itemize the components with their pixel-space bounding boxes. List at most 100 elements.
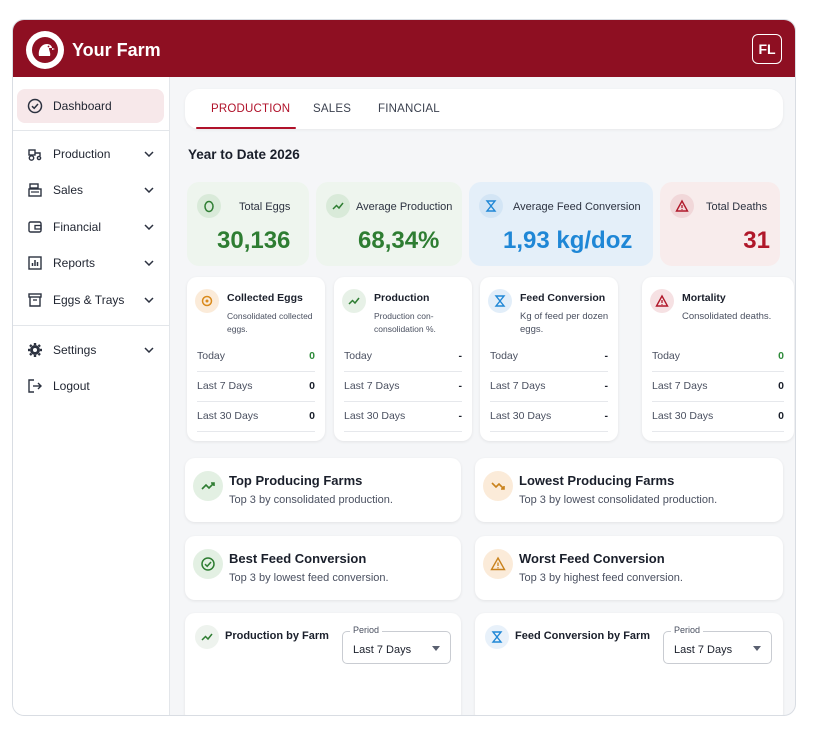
stat-title: Feed Conversion [520, 292, 606, 304]
stat-subtitle: Consolidated deaths. [682, 311, 772, 322]
stat-row-value: - [458, 380, 463, 392]
hourglass-icon [488, 289, 512, 313]
stat-row-label: Today [652, 350, 681, 362]
chevron-down-icon [142, 224, 156, 230]
stat-card-feed-conversion: Feed Conversion Kg of feed per dozen egg… [480, 277, 618, 441]
divider [490, 401, 608, 402]
stat-row-value: 0 [309, 380, 315, 392]
sidebar: Dashboard Production Sales Financial [13, 77, 170, 715]
user-avatar[interactable]: FL [752, 34, 782, 64]
divider [344, 401, 462, 402]
sidebar-item-label: Logout [53, 379, 90, 393]
sidebar-item-logout[interactable]: Logout [17, 369, 164, 403]
hourglass-icon [479, 194, 503, 218]
period-select[interactable]: Period Last 7 Days [663, 625, 772, 664]
sidebar-item-label: Eggs & Trays [53, 293, 125, 307]
tractor-icon [27, 146, 43, 162]
card-title: Best Feed Conversion [229, 551, 367, 566]
kpi-average-production: Average Production 68,34% [316, 182, 462, 266]
app-window: Your Farm FL Dashboard Production Sales [12, 19, 796, 716]
wallet-icon [27, 219, 43, 235]
sidebar-item-dashboard[interactable]: Dashboard [17, 89, 164, 123]
stat-row-last-7-days: Last 7 Days 0 [652, 371, 784, 401]
register-icon [27, 182, 43, 198]
tab-financial[interactable]: FINANCIAL [378, 103, 440, 115]
stat-subtitle: Consolidated collected eggs. [227, 311, 313, 334]
sidebar-item-eggs-trays[interactable]: Eggs & Trays [17, 283, 164, 317]
stat-subtitle: Kg of feed per dozen eggs. [520, 311, 609, 335]
caret-down-icon [753, 646, 761, 651]
stat-row-today: Today - [344, 341, 462, 371]
period-select[interactable]: Period Last 7 Days [342, 625, 451, 664]
tab-bar: PRODUCTION SALES FINANCIAL [185, 89, 783, 129]
farm-logo-icon[interactable] [26, 31, 64, 69]
check-circle-icon [27, 98, 43, 114]
chart-title: Feed Conversion by Farm [515, 630, 651, 642]
stat-card-collected-eggs: Collected Eggs Consolidated collected eg… [187, 277, 325, 441]
stat-row-last-7-days: Last 7 Days 0 [197, 371, 315, 401]
trend-up-icon [193, 471, 223, 501]
stat-row-last-30-days: Last 30 Days 0 [197, 401, 315, 431]
period-value: Last 7 Days [353, 644, 412, 656]
chart-title: Production by Farm [225, 630, 329, 642]
card-lowest-producing-farms[interactable]: Lowest Producing Farms Top 3 by lowest c… [475, 458, 783, 522]
kpi-value: 31 [743, 227, 770, 254]
chart-card-production-by-farm: Production by Farm Period Last 7 Days [185, 613, 461, 715]
page-title: Year to Date 2026 [188, 147, 300, 162]
stat-card-production: Production Production con-consolidation … [334, 277, 472, 441]
card-top-producing-farms[interactable]: Top Producing Farms Top 3 by consolidate… [185, 458, 461, 522]
egg-icon [197, 194, 221, 218]
card-worst-feed-conversion[interactable]: Worst Feed Conversion Top 3 by highest f… [475, 536, 783, 600]
sidebar-item-sales[interactable]: Sales [17, 173, 164, 207]
stat-row-label: Today [344, 350, 373, 362]
tab-sales[interactable]: SALES [313, 103, 352, 115]
divider [652, 401, 784, 402]
kpi-value: 1,93 kg/doz [503, 227, 633, 254]
period-label: Period [671, 625, 704, 635]
stat-row-last-30-days: Last 30 Days - [490, 401, 608, 431]
sidebar-item-label: Dashboard [53, 99, 112, 113]
sidebar-item-label: Production [53, 147, 111, 161]
divider [197, 401, 315, 402]
divider [197, 431, 315, 432]
chevron-down-icon [142, 151, 156, 157]
egg-icon [195, 289, 219, 313]
divider [652, 371, 784, 372]
stat-row-value: 0 [309, 410, 315, 422]
warning-icon [483, 549, 513, 579]
stat-row-label: Last 30 Days [490, 410, 552, 422]
stat-row-last-30-days: Last 30 Days 0 [652, 401, 784, 431]
sidebar-item-label: Reports [53, 256, 96, 270]
stat-row-last-7-days: Last 7 Days - [344, 371, 462, 401]
stat-row-value: 0 [778, 350, 784, 362]
stat-card-mortality: Mortality Consolidated deaths. Today 0 La… [642, 277, 794, 441]
sidebar-item-financial[interactable]: Financial [17, 210, 164, 244]
stat-row-value: - [604, 380, 609, 392]
stat-row-label: Last 30 Days [652, 410, 714, 422]
kpi-total-eggs: Total Eggs 30,136 [187, 182, 309, 266]
sidebar-item-label: Settings [53, 343, 97, 357]
divider [490, 371, 608, 372]
stat-row-label: Last 7 Days [490, 380, 546, 392]
tab-production[interactable]: PRODUCTION [211, 103, 291, 115]
sidebar-item-production[interactable]: Production [17, 137, 164, 171]
chevron-down-icon [142, 187, 156, 193]
chevron-down-icon [142, 297, 156, 303]
stat-row-value: 0 [778, 380, 784, 392]
sidebar-item-settings[interactable]: Settings [17, 333, 164, 367]
active-tab-indicator [196, 127, 296, 129]
sidebar-item-reports[interactable]: Reports [17, 246, 164, 280]
trend-up-icon [326, 194, 350, 218]
card-best-feed-conversion[interactable]: Best Feed Conversion Top 3 by lowest fee… [185, 536, 461, 600]
card-subtitle: Top 3 by lowest feed conversion. [229, 572, 389, 584]
card-subtitle: Top 3 by consolidated production. [229, 494, 393, 506]
stat-row-label: Today [197, 350, 226, 362]
stat-row-label: Last 7 Days [652, 380, 708, 392]
stat-row-label: Last 30 Days [197, 410, 259, 422]
divider [197, 371, 315, 372]
top-bar: Your Farm FL [13, 20, 795, 77]
stat-row-today: Today - [490, 341, 608, 371]
trend-down-icon [483, 471, 513, 501]
kpi-average-feed-conversion: Average Feed Conversion 1,93 kg/doz [469, 182, 653, 266]
card-title: Lowest Producing Farms [519, 473, 675, 488]
